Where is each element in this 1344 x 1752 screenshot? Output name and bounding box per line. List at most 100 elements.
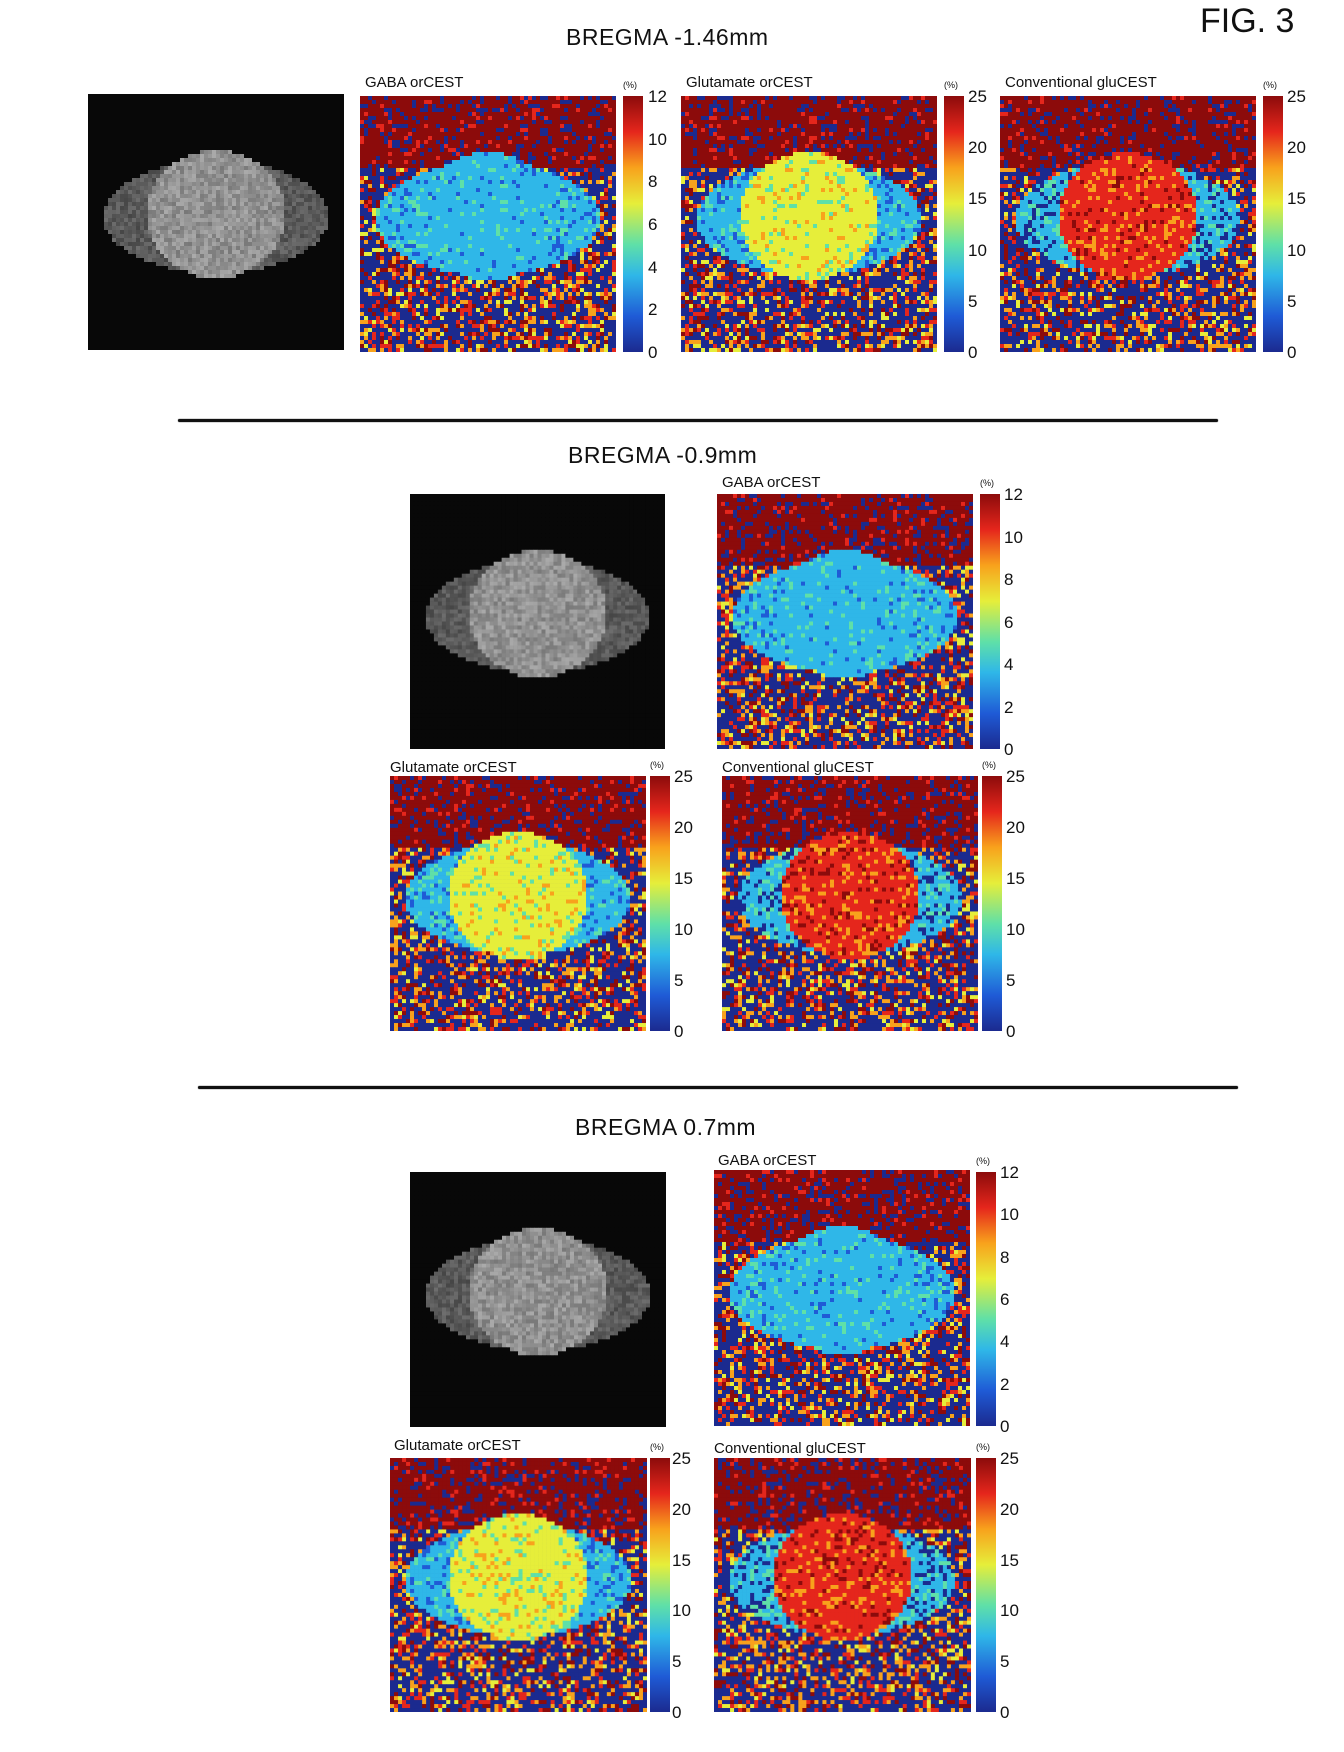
- section-title-bregma-1: BREGMA -1.46mm: [566, 24, 769, 51]
- section-title-bregma-3: BREGMA 0.7mm: [575, 1114, 756, 1141]
- colorbar-unit: (%): [623, 80, 637, 90]
- colorbar-tick-label: 10: [1006, 921, 1025, 938]
- glutamate-orcest-map: [390, 1458, 647, 1712]
- colorbar-tick-label: 4: [1004, 656, 1013, 673]
- colorbar-tick-label: 5: [1287, 293, 1296, 310]
- colorbar-tick-label: 5: [672, 1653, 681, 1670]
- colorbar-tick-label: 12: [1000, 1164, 1019, 1181]
- colorbar-tick-label: 10: [1287, 242, 1306, 259]
- panel-title-conventional: Conventional gluCEST: [722, 759, 874, 776]
- colorbar: [944, 96, 964, 352]
- colorbar-tick-label: 0: [674, 1023, 683, 1040]
- colorbar-unit: (%): [980, 478, 994, 488]
- colorbar-tick-label: 20: [1000, 1501, 1019, 1518]
- panel-title-conventional: Conventional gluCEST: [714, 1440, 866, 1457]
- panel-title-glutamate: Glutamate orCEST: [390, 759, 517, 776]
- colorbar-tick-label: 15: [672, 1552, 691, 1569]
- panel-title-glutamate: Glutamate orCEST: [394, 1437, 521, 1454]
- colorbar-unit: (%): [650, 760, 664, 770]
- colorbar-tick-label: 10: [648, 131, 667, 148]
- section-title-bregma-2: BREGMA -0.9mm: [568, 442, 757, 469]
- colorbar-tick-label: 8: [1000, 1249, 1009, 1266]
- panel-title-glutamate: Glutamate orCEST: [686, 74, 813, 91]
- colorbar-tick-label: 6: [648, 216, 657, 233]
- colorbar-tick-label: 5: [674, 972, 683, 989]
- panel-title-gaba: GABA orCEST: [365, 74, 463, 91]
- colorbar-tick-label: 20: [1006, 819, 1025, 836]
- gaba-orcest-map: [714, 1170, 970, 1426]
- panel-title-gaba: GABA orCEST: [718, 1152, 816, 1169]
- colorbar-tick-label: 6: [1004, 614, 1013, 631]
- section-divider: [198, 1086, 1238, 1089]
- colorbar-tick-label: 25: [1000, 1450, 1019, 1467]
- colorbar-tick-label: 2: [1000, 1376, 1009, 1393]
- colorbar: [976, 1458, 996, 1712]
- colorbar-tick-label: 4: [648, 259, 657, 276]
- gaba-orcest-map: [360, 96, 616, 352]
- colorbar-tick-label: 5: [1000, 1653, 1009, 1670]
- colorbar-tick-label: 4: [1000, 1333, 1009, 1350]
- colorbar-tick-label: 10: [1000, 1206, 1019, 1223]
- colorbar-tick-label: 10: [672, 1602, 691, 1619]
- colorbar-tick-label: 5: [968, 293, 977, 310]
- colorbar-unit: (%): [976, 1156, 990, 1166]
- colorbar-tick-label: 15: [1000, 1552, 1019, 1569]
- colorbar-tick-label: 0: [1000, 1704, 1009, 1721]
- conventional-glucest-map: [1000, 96, 1256, 352]
- colorbar: [623, 96, 643, 352]
- colorbar-tick-label: 12: [648, 88, 667, 105]
- panel-title-conventional: Conventional gluCEST: [1005, 74, 1157, 91]
- colorbar-tick-label: 6: [1000, 1291, 1009, 1308]
- colorbar: [650, 776, 670, 1031]
- colorbar-tick-label: 2: [1004, 699, 1013, 716]
- colorbar: [650, 1458, 670, 1712]
- colorbar-tick-label: 0: [672, 1704, 681, 1721]
- colorbar-unit: (%): [650, 1442, 664, 1452]
- section-divider: [178, 419, 1218, 422]
- colorbar-tick-label: 25: [1006, 768, 1025, 785]
- colorbar-tick-label: 15: [674, 870, 693, 887]
- colorbar-unit: (%): [982, 760, 996, 770]
- colorbar-unit: (%): [1263, 80, 1277, 90]
- glutamate-orcest-map: [390, 776, 646, 1031]
- glutamate-orcest-map: [681, 96, 937, 352]
- colorbar-tick-label: 20: [672, 1501, 691, 1518]
- mri-anatomical-image: [410, 494, 665, 749]
- colorbar-tick-label: 20: [674, 819, 693, 836]
- colorbar-tick-label: 0: [648, 344, 657, 361]
- colorbar-tick-label: 0: [1004, 741, 1013, 758]
- colorbar-tick-label: 20: [968, 139, 987, 156]
- colorbar: [980, 494, 1000, 749]
- colorbar: [976, 1172, 996, 1426]
- colorbar-tick-label: 10: [968, 242, 987, 259]
- colorbar-tick-label: 25: [672, 1450, 691, 1467]
- colorbar-tick-label: 0: [968, 344, 977, 361]
- conventional-glucest-map: [722, 776, 978, 1031]
- mri-anatomical-image: [88, 94, 344, 350]
- colorbar-tick-label: 25: [968, 88, 987, 105]
- colorbar-tick-label: 25: [1287, 88, 1306, 105]
- mri-anatomical-image: [410, 1172, 666, 1427]
- colorbar-tick-label: 12: [1004, 486, 1023, 503]
- conventional-glucest-map: [714, 1458, 971, 1712]
- colorbar-tick-label: 15: [1006, 870, 1025, 887]
- colorbar-tick-label: 0: [1287, 344, 1296, 361]
- gaba-orcest-map: [717, 494, 973, 749]
- colorbar: [1263, 96, 1283, 352]
- panel-title-gaba: GABA orCEST: [722, 474, 820, 491]
- colorbar-tick-label: 8: [1004, 571, 1013, 588]
- colorbar-tick-label: 10: [674, 921, 693, 938]
- colorbar-tick-label: 0: [1000, 1418, 1009, 1435]
- colorbar-tick-label: 10: [1004, 529, 1023, 546]
- colorbar-tick-label: 2: [648, 301, 657, 318]
- colorbar-tick-label: 15: [968, 190, 987, 207]
- colorbar-tick-label: 10: [1000, 1602, 1019, 1619]
- colorbar-tick-label: 25: [674, 768, 693, 785]
- colorbar-tick-label: 8: [648, 173, 657, 190]
- colorbar-tick-label: 20: [1287, 139, 1306, 156]
- colorbar-tick-label: 5: [1006, 972, 1015, 989]
- colorbar-tick-label: 0: [1006, 1023, 1015, 1040]
- colorbar-unit: (%): [976, 1442, 990, 1452]
- colorbar-unit: (%): [944, 80, 958, 90]
- colorbar-tick-label: 15: [1287, 190, 1306, 207]
